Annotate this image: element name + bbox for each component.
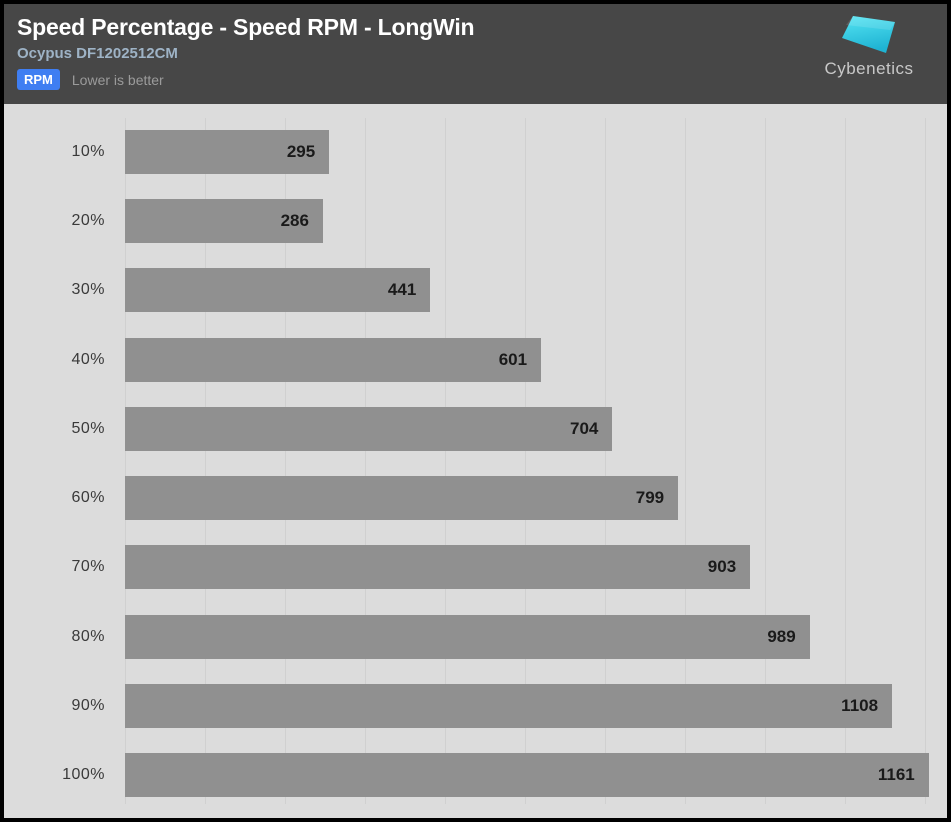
- category-label: 70%: [71, 558, 105, 576]
- value-label: 1108: [841, 696, 879, 716]
- bar-row: 50% 704: [4, 394, 947, 463]
- bar: 286: [125, 198, 323, 243]
- value-label: 799: [635, 488, 665, 508]
- category-label: 90%: [71, 697, 105, 715]
- bar-row: 90% 1108: [4, 671, 947, 740]
- chart-area: 10% 295 20% 286 30% 441 40% 601 50% 704 60% 799 70% 9…: [4, 104, 947, 818]
- bar-row: 100% 1161: [4, 741, 947, 810]
- category-label: 40%: [71, 350, 105, 368]
- value-label: 1161: [877, 765, 915, 785]
- category-label: 100%: [62, 766, 105, 784]
- bar: 1108: [125, 684, 893, 729]
- chart-header: Speed Percentage - Speed RPM - LongWin O…: [4, 4, 947, 104]
- bar-track: 295: [125, 129, 935, 174]
- bar-row: 80% 989: [4, 602, 947, 671]
- unit-badge: RPM: [17, 69, 60, 90]
- bar-row: 60% 799: [4, 463, 947, 532]
- value-label: 601: [498, 349, 528, 369]
- category-label: 80%: [71, 627, 105, 645]
- bar: 441: [125, 268, 431, 313]
- value-label: 989: [767, 626, 796, 646]
- bar: 704: [125, 406, 613, 451]
- category-label: 50%: [71, 419, 105, 437]
- chart-title: Speed Percentage - Speed RPM - LongWin: [17, 14, 475, 40]
- bar: 799: [125, 476, 679, 521]
- bar: 601: [125, 337, 542, 382]
- value-label: 903: [707, 557, 737, 577]
- chart-meta-row: RPM Lower is better: [17, 69, 947, 90]
- cybenetics-logo: Cybenetics: [815, 9, 923, 78]
- bar-rows: 10% 295 20% 286 30% 441 40% 601 50% 704 60% 799 70% 9…: [4, 117, 947, 810]
- value-label: 295: [286, 141, 316, 161]
- bar: 1161: [125, 753, 929, 798]
- bar-track: 286: [125, 198, 935, 243]
- bar: 989: [125, 614, 810, 659]
- bar-row: 70% 903: [4, 533, 947, 602]
- bar: 903: [125, 545, 751, 590]
- value-label: 441: [387, 280, 417, 300]
- category-label: 20%: [71, 211, 105, 229]
- bar-row: 40% 601: [4, 325, 947, 394]
- cybenetics-logo-icon: [842, 16, 895, 53]
- category-label: 10%: [71, 142, 105, 160]
- bar-track: 1161: [125, 753, 935, 798]
- bar-track: 441: [125, 268, 935, 313]
- bar-row: 20% 286: [4, 186, 947, 255]
- bar-track: 1108: [125, 684, 935, 729]
- chart-subtitle: Ocypus DF1202512CM: [17, 45, 178, 62]
- value-label: 286: [280, 210, 309, 230]
- value-label: 704: [570, 418, 599, 438]
- bar-row: 30% 441: [4, 256, 947, 325]
- cybenetics-logo-text: Cybenetics: [824, 59, 914, 78]
- bar-track: 989: [125, 614, 935, 659]
- bar-row: 10% 295: [4, 117, 947, 186]
- bar-track: 799: [125, 476, 935, 521]
- category-label: 60%: [71, 489, 105, 507]
- bar-track: 903: [125, 545, 935, 590]
- bar: 295: [125, 129, 330, 174]
- category-label: 30%: [71, 281, 105, 299]
- lower-is-better-note: Lower is better: [71, 71, 164, 88]
- bar-track: 601: [125, 337, 935, 382]
- bar-track: 704: [125, 406, 935, 451]
